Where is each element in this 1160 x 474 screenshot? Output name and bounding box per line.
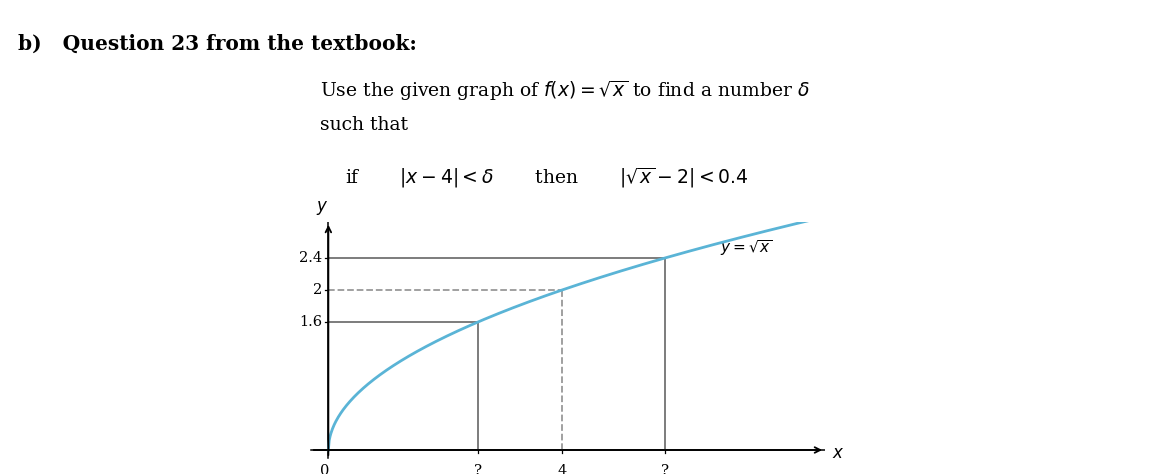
Text: such that: such that [320, 116, 408, 134]
Text: ?: ? [661, 465, 669, 474]
Text: $y$: $y$ [317, 199, 328, 217]
Text: if       $|x - 4| < \delta$       then       $|\sqrt{x} - 2| < 0.4$: if $|x - 4| < \delta$ then $|\sqrt{x} - … [345, 166, 748, 190]
Text: $x$: $x$ [832, 446, 844, 463]
Text: Use the given graph of $f(x) = \sqrt{x}$ to find a number $\delta$: Use the given graph of $f(x) = \sqrt{x}$… [320, 79, 810, 103]
Text: ?: ? [474, 465, 483, 474]
Text: 4: 4 [558, 465, 567, 474]
Text: b)   Question 23 from the textbook:: b) Question 23 from the textbook: [19, 34, 416, 54]
Text: 2.4: 2.4 [299, 251, 322, 265]
Text: 2: 2 [313, 283, 322, 297]
Text: 1.6: 1.6 [299, 315, 322, 329]
Text: $y = \sqrt{x}$: $y = \sqrt{x}$ [720, 238, 773, 258]
Text: 0: 0 [320, 465, 329, 474]
